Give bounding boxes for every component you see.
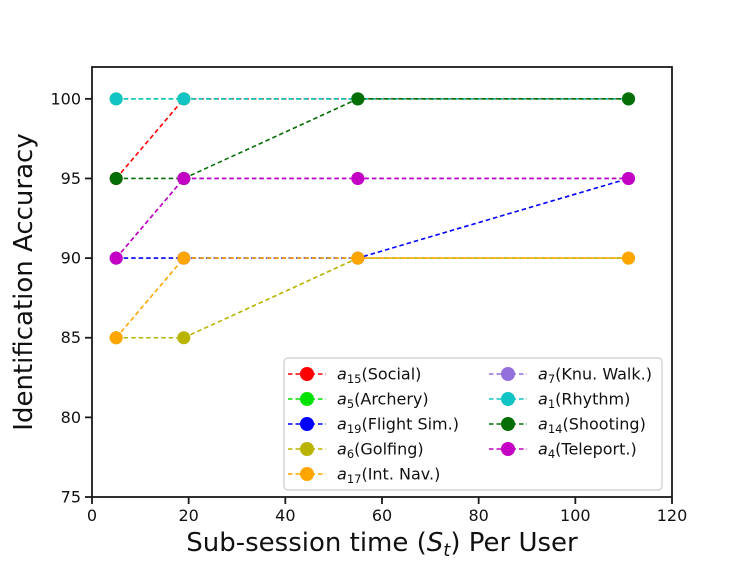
legend-marker-a5	[300, 392, 314, 406]
legend-label-a14: a14(Shooting)	[538, 415, 646, 437]
data-point-a17	[109, 331, 123, 345]
legend: a15(Social) a5(Archery) a19(Flight Sim.) a6…	[283, 357, 663, 491]
y-tick-label: 100	[50, 89, 81, 108]
x-tick-label: 0	[87, 506, 97, 525]
legend-box	[283, 357, 663, 491]
x-tick-label: 100	[560, 506, 591, 525]
legend-marker-a6	[300, 442, 314, 456]
data-point-a17	[622, 251, 635, 265]
data-point-a14	[109, 171, 123, 185]
legend-item-a1: a1(Rhythm)	[489, 390, 630, 412]
data-point-a17	[177, 251, 191, 265]
legend-item-a4: a4(Teleport.)	[489, 440, 637, 462]
x-tick-label: 40	[275, 506, 295, 525]
plot-border	[91, 66, 673, 498]
series-line-a7	[115, 177, 629, 259]
x-tick-label: 20	[178, 506, 198, 525]
legend-label-a4: a4(Teleport.)	[538, 440, 637, 462]
series-line-a14	[116, 98, 629, 180]
legend-label-a15: a15(Social)	[337, 365, 421, 387]
legend-item-a17: a17(Int. Nav.)	[288, 465, 440, 487]
data-point-a4	[177, 171, 191, 185]
series-line-a19	[116, 177, 629, 259]
data-point-a4	[351, 171, 365, 185]
x-axis-label-sub: t	[443, 540, 451, 560]
data-point-a6	[177, 331, 191, 345]
series-a17	[109, 251, 635, 345]
data-point-a1	[177, 92, 191, 106]
legend-marker-a17	[300, 467, 314, 481]
series-a19	[109, 171, 635, 265]
legend-marker-a14	[501, 417, 515, 431]
series-line-a6	[116, 257, 629, 339]
legend-marker-a15	[300, 367, 314, 381]
legend-item-a6: a6(Golfing)	[288, 440, 424, 462]
legend-item-a19: a19(Flight Sim.)	[288, 415, 459, 437]
series-a15	[109, 92, 635, 185]
y-axis-label: Identification Accuracy	[9, 133, 39, 430]
data-point-a17	[351, 251, 365, 265]
x-tick-label: 60	[372, 506, 392, 525]
legend-label-a17: a17(Int. Nav.)	[337, 465, 440, 487]
x-axis-label-var: S	[427, 528, 444, 558]
axis-ticks: 0 20 40 60 80 100 120 75 80 85 90 95 100	[50, 89, 687, 525]
x-axis-label-suffix: ) Per User	[450, 528, 578, 558]
series-line-a4	[115, 177, 629, 259]
legend-label-a6: a6(Golfing)	[337, 440, 424, 462]
legend-item-a15: a15(Social)	[288, 365, 421, 387]
legend-label-a19: a19(Flight Sim.)	[337, 415, 459, 437]
x-tick-label: 80	[468, 506, 488, 525]
legend-label-a1: a1(Rhythm)	[538, 390, 630, 412]
legend-marker-a1	[501, 392, 515, 406]
y-tick-label: 80	[61, 408, 81, 427]
x-axis-label: Sub-session time (St) Per User	[186, 528, 578, 560]
legend-label-a5: a5(Archery)	[337, 390, 429, 412]
data-point-a4	[622, 171, 635, 185]
series-line-a15	[115, 98, 629, 179]
y-tick-label: 90	[61, 249, 81, 268]
series-a4	[109, 171, 635, 265]
y-tick-label: 85	[61, 328, 81, 347]
legend-item-a14: a14(Shooting)	[489, 415, 646, 437]
legend-label-a7: a7(Knu. Walk.)	[538, 365, 652, 387]
legend-marker-a19	[300, 417, 314, 431]
legend-marker-a4	[501, 442, 515, 456]
data-point-a14	[351, 92, 365, 106]
y-tick-label: 75	[61, 488, 81, 507]
series-group	[109, 92, 635, 345]
data-point-a4	[109, 251, 123, 265]
series-a6	[109, 251, 635, 345]
data-point-a14	[622, 92, 635, 106]
legend-marker-a7	[501, 367, 515, 381]
y-tick-label: 95	[61, 169, 81, 188]
legend-item-a7: a7(Knu. Walk.)	[489, 365, 652, 387]
x-axis-label-prefix: Sub-session time (	[186, 528, 427, 558]
series-a7	[109, 171, 635, 265]
x-tick-label: 120	[657, 506, 688, 525]
data-point-a1	[109, 92, 123, 106]
series-line-a17	[115, 257, 629, 339]
legend-item-a5: a5(Archery)	[288, 390, 429, 412]
series-a14	[109, 92, 635, 185]
